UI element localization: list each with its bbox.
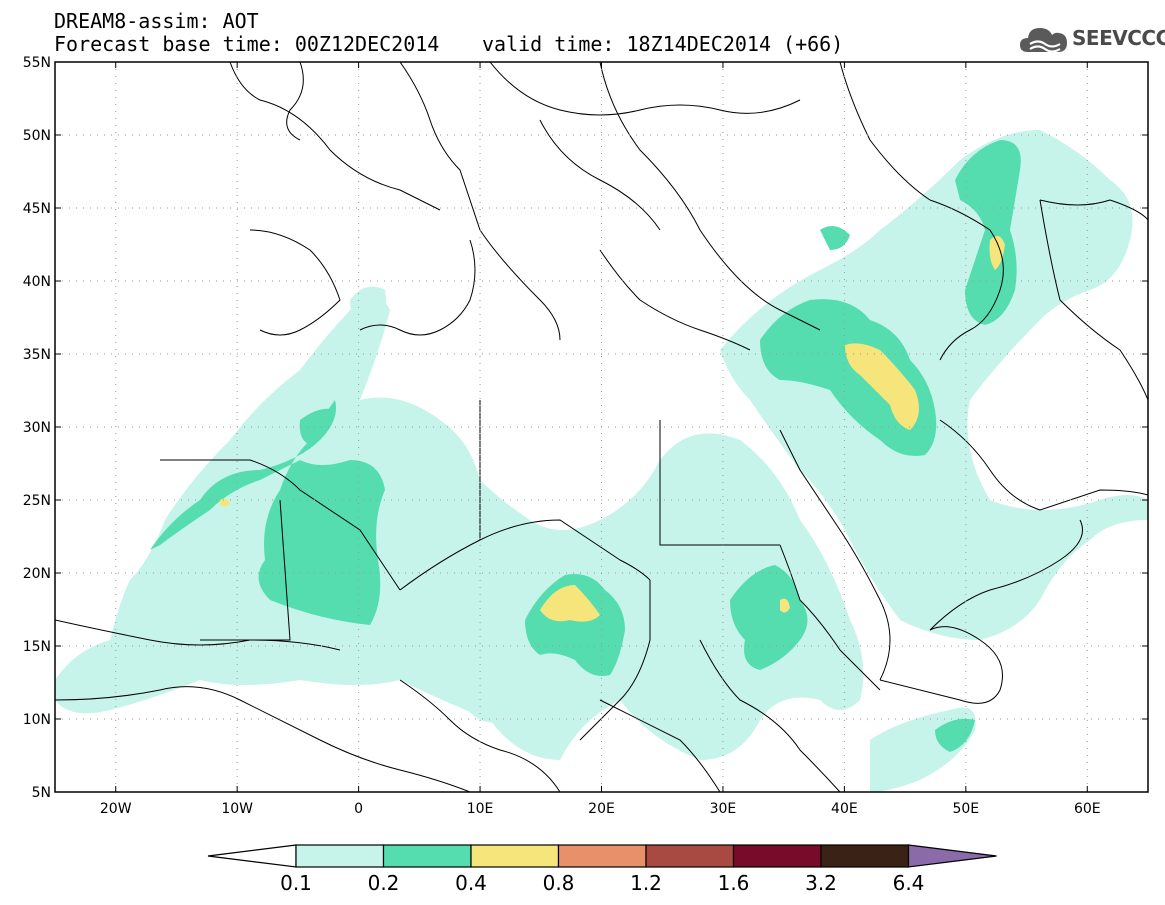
colorbar-label: 0.1 bbox=[280, 871, 312, 895]
colorbar-label: 0.4 bbox=[455, 871, 487, 895]
colorbar-segment bbox=[295, 844, 385, 868]
lat-label: 10N bbox=[23, 712, 51, 728]
forecast-base-time: Forecast base time: 00Z12DEC2014 bbox=[54, 32, 440, 56]
colorbar-segment bbox=[645, 844, 735, 868]
colorbar-label: 0.2 bbox=[368, 871, 400, 895]
country-boundaries bbox=[55, 62, 1148, 792]
lat-label: 45N bbox=[23, 201, 51, 217]
map-title: DREAM8-assim: AOT bbox=[54, 9, 259, 33]
lat-label: 20N bbox=[23, 566, 51, 582]
colorbar-label: 6.4 bbox=[893, 871, 925, 895]
lat-label: 15N bbox=[23, 639, 51, 655]
colorbar-segment bbox=[470, 844, 560, 868]
longitude-labels: 20W 10W 0 10E 20E 30E 40E 50E 60E bbox=[100, 801, 1101, 817]
latitude-labels: 55N 50N 45N 40N 35N 30N 25N 20N 15N 10N 5N bbox=[23, 55, 51, 801]
colorbar-segment bbox=[207, 844, 297, 868]
cloud-icon bbox=[1020, 28, 1067, 53]
lat-label: 35N bbox=[23, 347, 51, 363]
axis-ticks bbox=[55, 61, 1148, 793]
lon-label: 10W bbox=[221, 801, 253, 817]
colorbar-label: 3.2 bbox=[805, 871, 837, 895]
colorbar-segment bbox=[820, 844, 910, 868]
lat-label: 30N bbox=[23, 420, 51, 436]
lon-label: 20W bbox=[100, 801, 132, 817]
lat-label: 50N bbox=[23, 128, 51, 144]
colorbar-segment bbox=[557, 844, 647, 868]
colorbar-label: 1.2 bbox=[630, 871, 662, 895]
colorbar-segment bbox=[732, 844, 822, 868]
lon-label: 0 bbox=[354, 801, 363, 817]
seevccc-logo: SEEVCCC bbox=[1018, 22, 1165, 56]
colorbar-segment bbox=[382, 844, 472, 868]
aot-field bbox=[55, 130, 1148, 792]
lat-label: 25N bbox=[23, 493, 51, 509]
lat-label: 40N bbox=[23, 274, 51, 290]
lon-label: 60E bbox=[1074, 801, 1101, 817]
lon-label: 20E bbox=[588, 801, 615, 817]
colorbar bbox=[207, 844, 997, 868]
map-grid bbox=[55, 62, 1148, 792]
lon-label: 50E bbox=[952, 801, 979, 817]
colorbar-label: 0.8 bbox=[543, 871, 575, 895]
colorbar-segment bbox=[907, 844, 997, 868]
lon-label: 10E bbox=[467, 801, 494, 817]
lon-label: 40E bbox=[831, 801, 858, 817]
colorbar-labels: 0.1 0.2 0.4 0.8 1.2 1.6 3.2 6.4 bbox=[280, 871, 924, 895]
logo-text: SEEVCCC bbox=[1072, 26, 1165, 50]
lat-label: 5N bbox=[32, 785, 51, 801]
lat-label: 55N bbox=[23, 55, 51, 71]
lon-label: 30E bbox=[710, 801, 737, 817]
valid-time: valid time: 18Z14DEC2014 (+66) bbox=[482, 32, 844, 56]
colorbar-label: 1.6 bbox=[718, 871, 750, 895]
